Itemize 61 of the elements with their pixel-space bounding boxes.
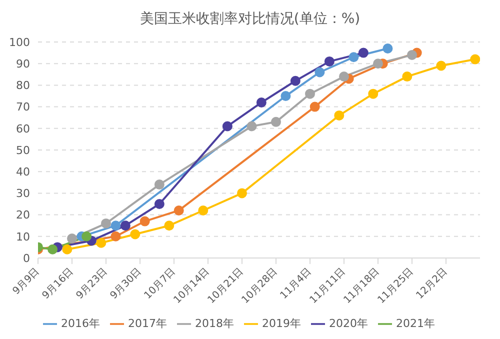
point [368,88,378,99]
point [48,244,58,254]
legend-label: 2016年 [61,317,100,330]
point [164,220,174,231]
x-tick-label: 12月2日 [414,266,450,302]
y-tick-label: 70 [16,100,30,114]
point [154,180,164,190]
y-tick-label: 20 [16,208,30,222]
y-tick-label: 10 [16,230,30,244]
point [256,97,266,108]
legend-label: 2020年 [329,317,368,330]
point [436,60,446,71]
x-tick-label: 9月23日 [74,266,110,302]
point [246,121,257,132]
point [334,110,344,120]
x-tick-label: 9月30日 [108,266,144,302]
y-tick-label: 80 [16,79,30,92]
point [110,220,121,231]
point [305,88,315,99]
point [348,52,359,62]
point [62,244,72,254]
y-tick-label: 50 [16,144,30,157]
point [280,91,291,101]
legend-label: 2019年 [262,317,301,330]
y-tick-label: 0 [23,252,30,265]
point [130,229,140,240]
point [290,76,300,86]
y-tick-label: 90 [16,58,30,71]
point [271,116,281,127]
point [373,58,383,69]
point [314,67,325,78]
point [402,72,412,82]
point [339,72,349,82]
point [82,231,92,242]
chart-title: 美国玉米收割率对比情况(单位：%) [138,10,362,29]
y-tick-label: 30 [16,187,30,200]
point [237,188,247,198]
point [140,216,150,226]
y-tick-label: 40 [16,166,30,179]
point [96,238,106,248]
point [358,48,368,58]
point [101,218,111,228]
point [110,231,121,242]
x-tick-label: 9月16日 [40,266,76,302]
point [198,205,208,216]
point [324,56,334,66]
legend-label: 2018年 [195,317,234,330]
point [470,54,480,64]
point [67,234,77,244]
legend-label: 2021年 [396,317,435,330]
x-tick-label: 9月9日 [10,266,42,298]
point [407,50,417,60]
point [174,205,184,216]
legend-label: 2017年 [128,317,167,330]
point [222,121,232,132]
point [120,220,130,231]
point [382,43,393,54]
y-tick-label: 100 [9,36,30,49]
point [154,199,164,209]
point [310,102,320,112]
y-tick-label: 60 [16,122,30,136]
